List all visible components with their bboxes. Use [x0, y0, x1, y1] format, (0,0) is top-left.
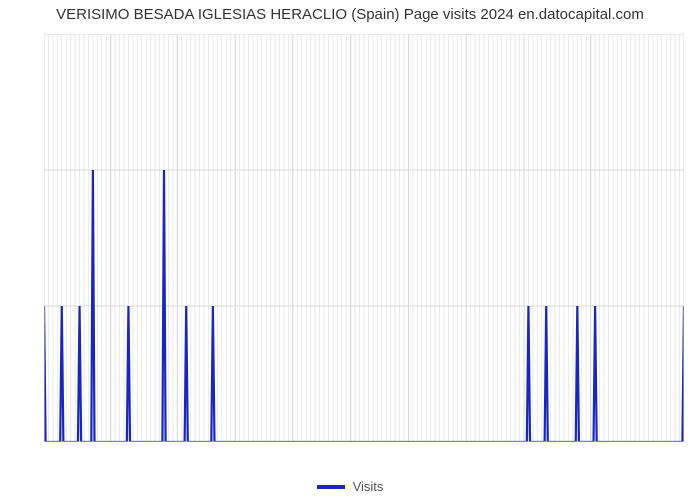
grid: [44, 34, 684, 442]
line-chart: 0123 20142015201620172018201920202021202…: [44, 34, 684, 442]
legend-swatch: [317, 485, 345, 489]
chart-title: VERISIMO BESADA IGLESIAS HERACLIO (Spain…: [0, 6, 700, 23]
legend-label: Visits: [353, 479, 384, 494]
legend-item-visits: Visits: [317, 479, 384, 494]
legend: Visits: [0, 477, 700, 495]
